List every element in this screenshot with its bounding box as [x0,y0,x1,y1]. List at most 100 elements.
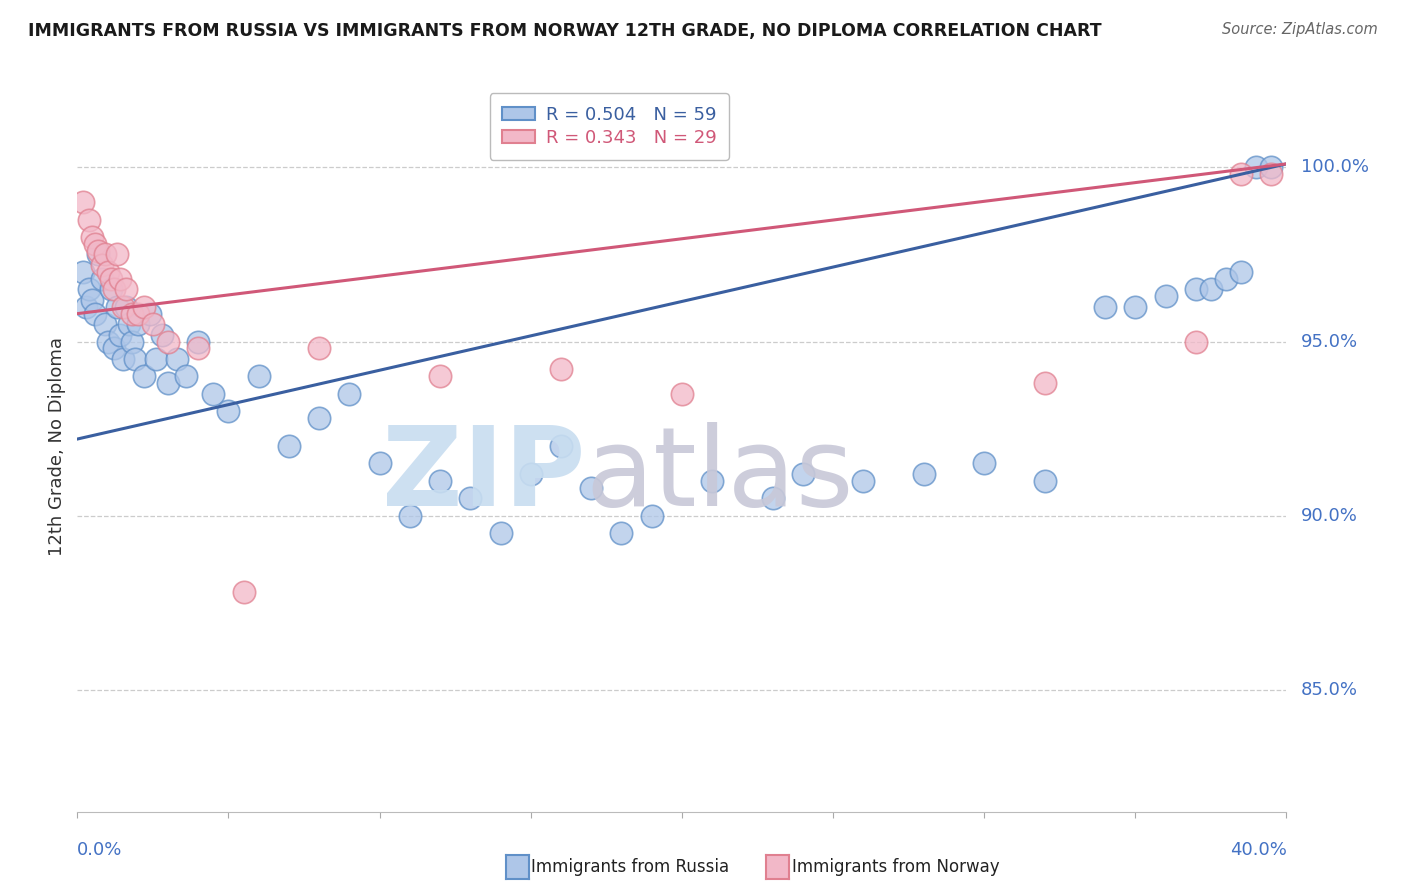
Point [1123,300,1146,314]
Point [247,369,270,384]
Point [87,244,110,258]
Point [671,386,693,401]
Point [187,342,209,356]
Point [641,508,664,523]
Point [187,334,209,349]
Text: 0.0%: 0.0% [77,841,122,859]
Point [1246,161,1268,175]
Point [127,317,149,331]
Point [111,351,134,366]
Point [429,474,451,488]
Point [1230,167,1253,181]
Point [762,491,785,506]
Text: 90.0%: 90.0% [1301,507,1358,524]
Text: Source: ZipAtlas.com: Source: ZipAtlas.com [1222,22,1378,37]
Point [1154,289,1177,303]
Text: ZIP: ZIP [382,422,585,529]
Point [93,247,115,261]
Point [202,386,225,401]
Legend: R = 0.504   N = 59, R = 0.343   N = 29: R = 0.504 N = 59, R = 0.343 N = 29 [489,93,730,160]
Point [111,300,134,314]
Point [150,327,173,342]
Point [145,351,167,366]
Point [1215,272,1237,286]
Point [100,282,122,296]
Point [1094,300,1116,314]
Text: atlas: atlas [585,422,853,529]
Text: 100.0%: 100.0% [1301,159,1369,177]
Point [399,508,422,523]
Point [1199,282,1222,296]
Point [108,272,131,286]
Point [1260,167,1282,181]
Point [82,230,104,244]
Point [278,439,301,453]
Point [166,351,188,366]
Point [82,293,104,307]
Point [72,265,94,279]
Point [232,585,254,599]
Point [114,282,136,296]
Point [118,317,141,331]
Point [1184,334,1206,349]
Point [581,481,603,495]
Point [458,491,481,506]
Point [792,467,814,481]
Point [520,467,543,481]
Point [132,369,155,384]
Text: 95.0%: 95.0% [1301,333,1358,351]
Point [157,376,180,391]
Point [308,342,330,356]
Point [84,237,107,252]
Point [127,307,149,321]
Point [90,258,112,272]
Point [1260,161,1282,175]
Point [550,362,572,376]
Point [852,474,875,488]
Point [912,467,935,481]
Point [96,334,118,349]
Point [337,386,360,401]
Point [121,334,143,349]
Point [610,526,633,541]
Point [973,457,995,471]
Point [142,317,165,331]
Point [79,282,101,296]
Point [105,300,128,314]
Text: Immigrants from Norway: Immigrants from Norway [792,858,1000,876]
Point [550,439,572,453]
Y-axis label: 12th Grade, No Diploma: 12th Grade, No Diploma [48,336,66,556]
Point [1033,474,1056,488]
Point [121,307,143,321]
Point [1184,282,1206,296]
Point [157,334,180,349]
Point [489,526,512,541]
Point [90,272,112,286]
Text: IMMIGRANTS FROM RUSSIA VS IMMIGRANTS FROM NORWAY 12TH GRADE, NO DIPLOMA CORRELAT: IMMIGRANTS FROM RUSSIA VS IMMIGRANTS FRO… [28,22,1102,40]
Point [174,369,197,384]
Point [308,411,330,425]
Point [100,272,122,286]
Point [87,247,110,261]
Point [368,457,391,471]
Point [105,247,128,261]
Point [124,351,146,366]
Text: 40.0%: 40.0% [1230,841,1286,859]
Point [1230,265,1253,279]
Point [1033,376,1056,391]
Point [132,300,155,314]
Point [114,300,136,314]
Text: Immigrants from Russia: Immigrants from Russia [531,858,730,876]
Point [702,474,724,488]
Point [139,307,162,321]
Point [72,195,94,210]
Point [96,265,118,279]
Text: 85.0%: 85.0% [1301,681,1358,698]
Point [79,212,101,227]
Point [103,342,125,356]
Point [75,300,97,314]
Point [429,369,451,384]
Point [93,317,115,331]
Point [103,282,125,296]
Point [84,307,107,321]
